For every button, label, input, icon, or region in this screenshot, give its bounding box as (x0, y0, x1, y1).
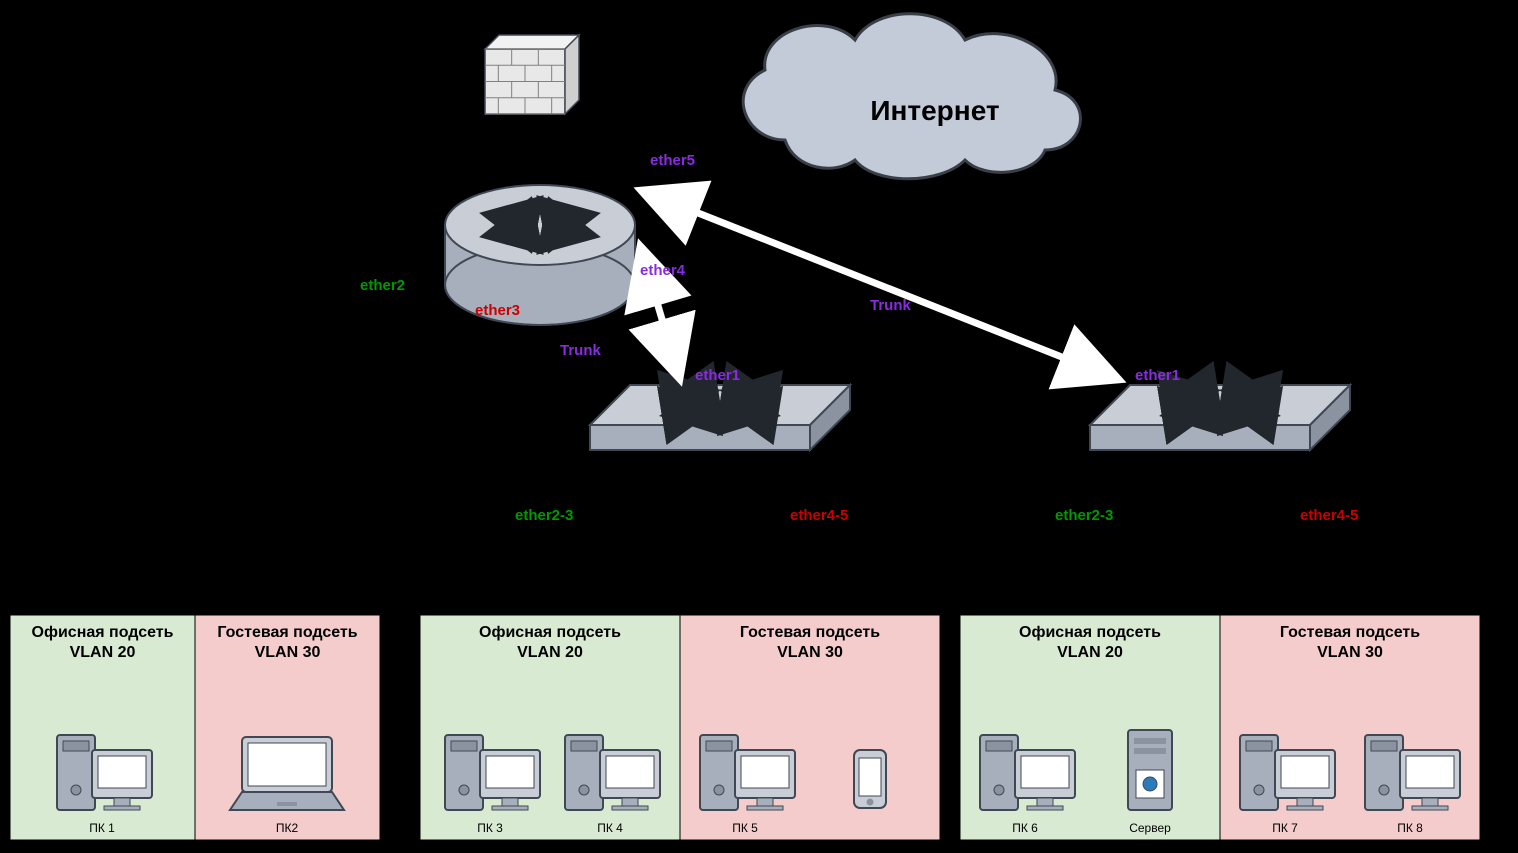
device-label: ПК 1 (89, 821, 115, 835)
server-icon (1128, 730, 1172, 810)
vlan30-group: Гостевая подсеть VLAN 30 ПК 7 ПК 8 (1220, 615, 1480, 840)
laptop-icon (230, 737, 344, 810)
vlan30-group: Гостевая подсеть VLAN 30 ПК 5 (680, 615, 940, 840)
vlan-subtitle: VLAN 20 (517, 644, 583, 661)
vlan30-group: Гостевая подсеть VLAN 30 ПК2 (195, 615, 380, 840)
device-label: ПК 8 (1397, 821, 1423, 835)
port-label: ether2-3 (1055, 507, 1113, 524)
device-label: ПК 5 (732, 821, 758, 835)
router-icon (445, 185, 635, 325)
device-label: Сервер (1129, 821, 1171, 835)
device-label: ПК 4 (597, 821, 623, 835)
internet-label: Интернет (870, 95, 999, 126)
trunk-label: Trunk (870, 297, 911, 314)
vlan-subtitle: VLAN 20 (1057, 644, 1123, 661)
trunk-link (640, 190, 1120, 380)
vlan-title: Офисная подсеть (479, 624, 621, 641)
device-label: ПК2 (276, 821, 299, 835)
vlan-subtitle: VLAN 30 (255, 644, 321, 661)
firewall-icon (485, 35, 579, 114)
port-label: ether1 (1135, 367, 1180, 384)
port-label: ether3 (475, 302, 520, 319)
device-label: ПК 7 (1272, 821, 1298, 835)
port-label: ether2-3 (515, 507, 573, 524)
switch-icon (1090, 385, 1350, 450)
vlan20-group: Офисная подсеть VLAN 20 ПК 3 ПК 4 (420, 615, 680, 840)
vlan-title: Офисная подсеть (32, 624, 174, 641)
port-label: ether2 (360, 277, 405, 294)
vlan-subtitle: VLAN 30 (777, 644, 843, 661)
phone-icon (854, 750, 886, 808)
vlan-title: Гостевая подсеть (740, 624, 880, 641)
switch-icon (590, 385, 850, 450)
vlan20-group: Офисная подсеть VLAN 20 ПК 6 Сервер (960, 615, 1220, 840)
device-label: ПК 6 (1012, 821, 1038, 835)
trunk-label: Trunk (560, 342, 601, 359)
vlan-title: Гостевая подсеть (217, 624, 357, 641)
port-label: ether4 (640, 262, 686, 279)
vlan20-group: Офисная подсеть VLAN 20 ПК 1 (10, 615, 195, 840)
port-label: ether5 (650, 152, 695, 169)
vlan-subtitle: VLAN 20 (70, 644, 136, 661)
vlan-title: Гостевая подсеть (1280, 624, 1420, 641)
port-label: ether4-5 (1300, 507, 1358, 524)
vlan-title: Офисная подсеть (1019, 624, 1161, 641)
port-label: ether1 (695, 367, 740, 384)
port-label: ether4-5 (790, 507, 848, 524)
device-label: ПК 3 (477, 821, 503, 835)
vlan-subtitle: VLAN 30 (1317, 644, 1383, 661)
